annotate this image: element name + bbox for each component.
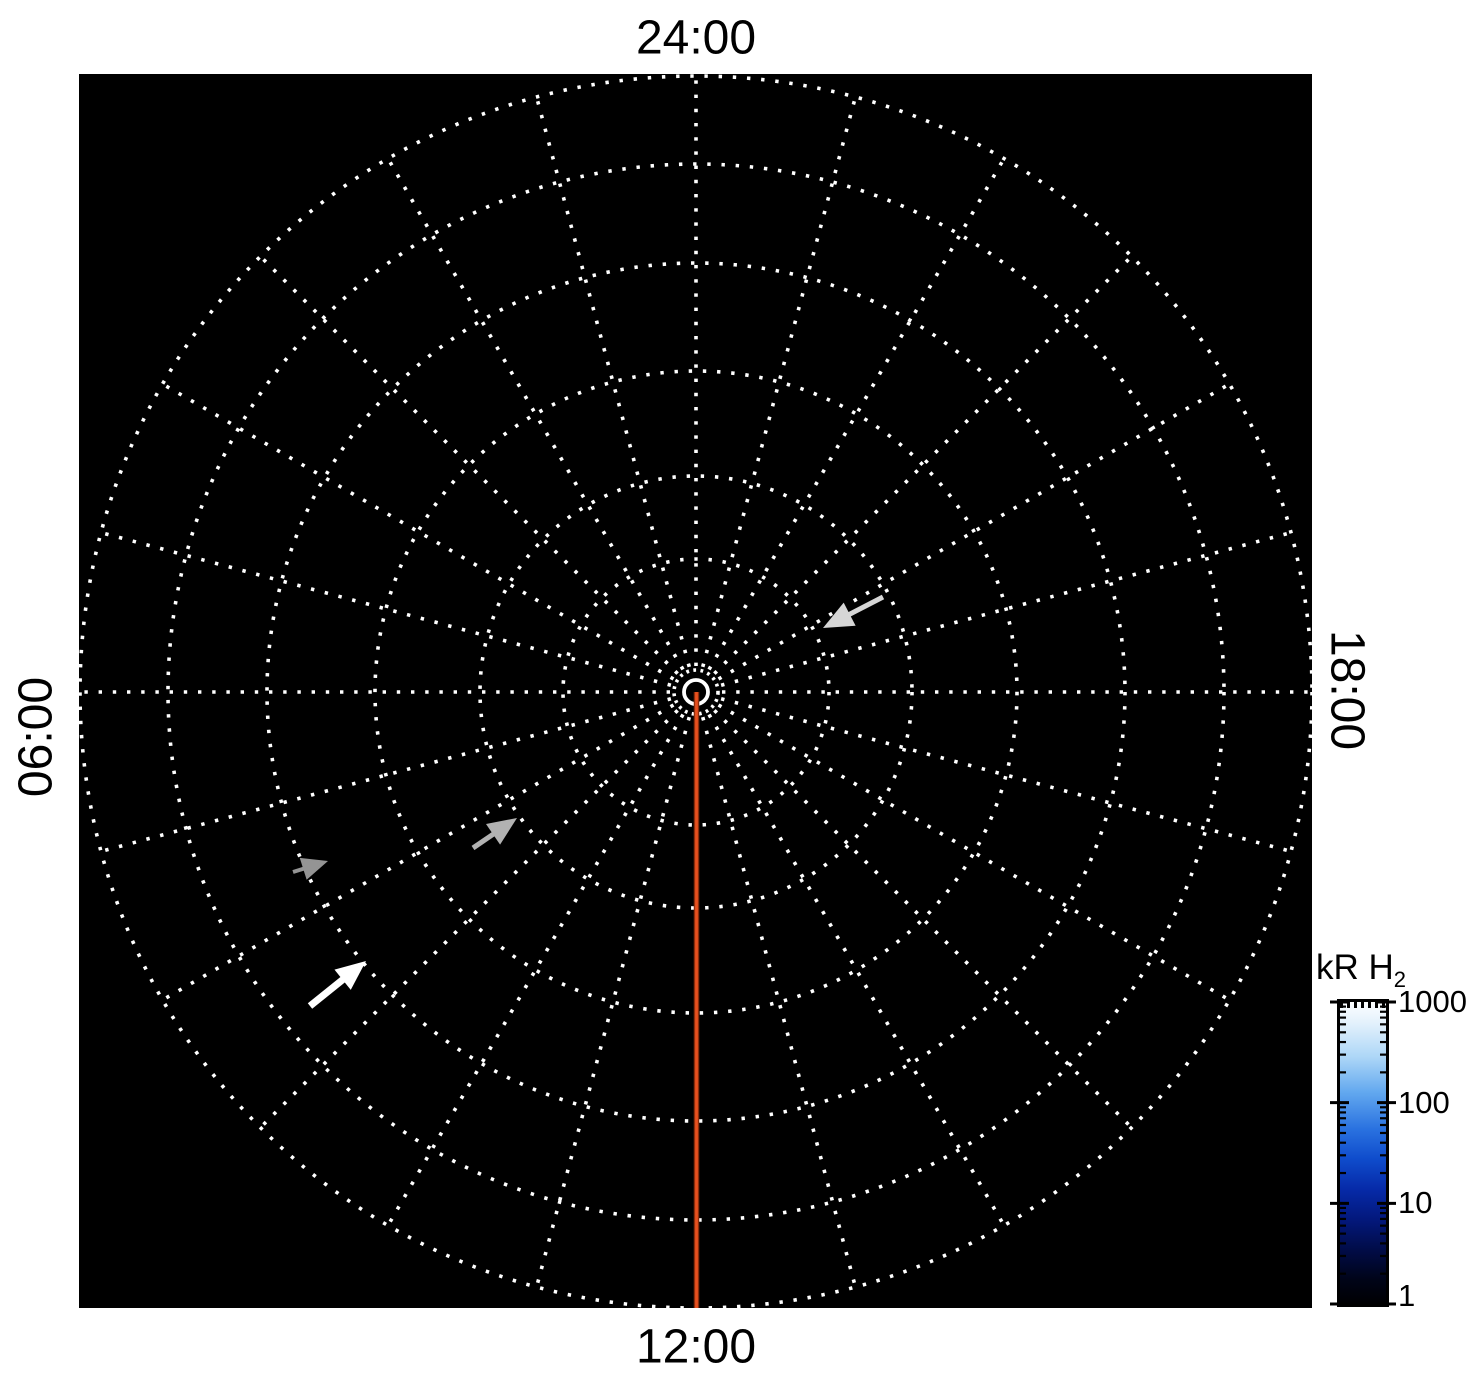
colorbar-title: kR H2: [1316, 948, 1406, 993]
polar-plot-area: [79, 74, 1312, 1308]
time-label-0600: 06:00: [9, 676, 63, 798]
time-label-2400: 24:00: [635, 11, 757, 65]
colorbar-tick-label: 1: [1398, 1278, 1416, 1313]
colorbar-tick-label: 10: [1398, 1185, 1433, 1221]
time-label-1200: 12:00: [635, 1320, 757, 1374]
colorbar-title-subscript: 2: [1393, 967, 1407, 992]
colorbar-tick-label: 1000: [1398, 984, 1467, 1019]
colorbar-tick-label: 100: [1398, 1084, 1450, 1120]
colorbar-title-text: kR H: [1316, 948, 1394, 987]
colorbar-ticks: [1330, 1000, 1396, 1306]
time-label-1800: 18:00: [1320, 629, 1374, 751]
polar-grid: [79, 74, 1312, 1308]
